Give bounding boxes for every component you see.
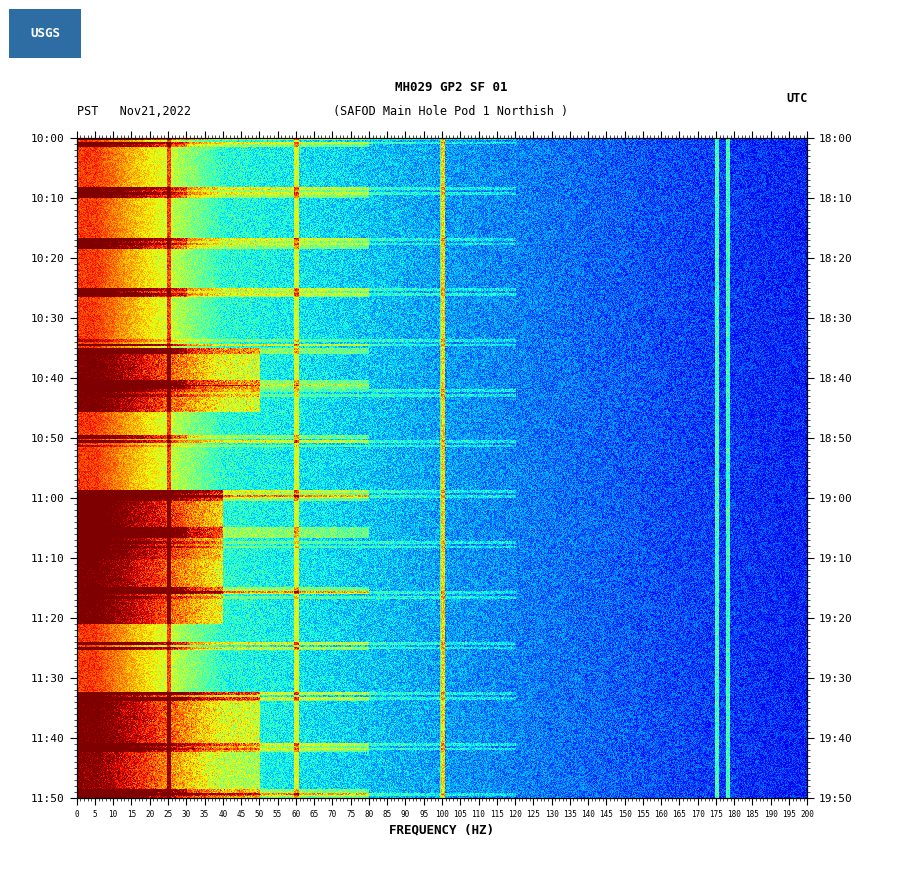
Text: PST   Nov21,2022: PST Nov21,2022 [77,104,190,118]
Text: MH029 GP2 SF 01: MH029 GP2 SF 01 [395,80,507,94]
Text: USGS: USGS [30,27,60,40]
X-axis label: FREQUENCY (HZ): FREQUENCY (HZ) [390,823,494,837]
Text: UTC: UTC [786,92,807,105]
Text: (SAFOD Main Hole Pod 1 Northish ): (SAFOD Main Hole Pod 1 Northish ) [334,104,568,118]
